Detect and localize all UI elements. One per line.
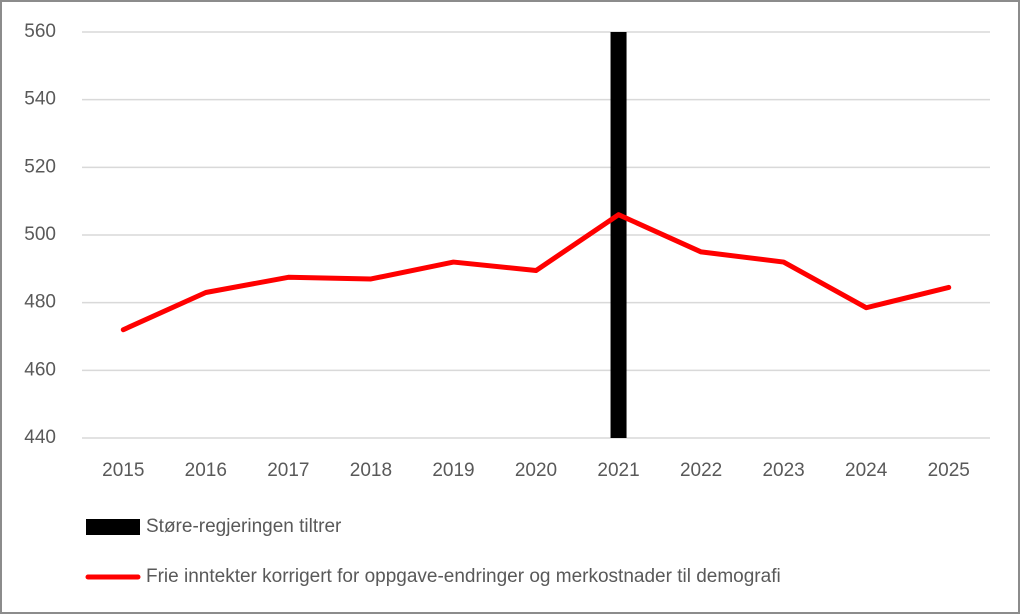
x-tick-label: 2018: [350, 460, 392, 481]
y-tick-label: 560: [24, 21, 56, 42]
x-tick-label: 2025: [928, 460, 970, 481]
x-tick-label: 2016: [185, 460, 227, 481]
x-tick-label: 2015: [102, 460, 144, 481]
x-tick-label: 2022: [680, 460, 722, 481]
x-tick-label: 2023: [762, 460, 804, 481]
x-tick-label: 2019: [432, 460, 474, 481]
y-tick-label: 520: [24, 156, 56, 177]
y-tick-label: 460: [24, 359, 56, 380]
x-tick-label: 2021: [597, 460, 639, 481]
y-tick-label: 480: [24, 292, 56, 313]
y-tick-label: 540: [24, 89, 56, 110]
legend-swatch: [86, 519, 140, 535]
line: [120, 212, 952, 333]
y-tick-label: 500: [24, 224, 56, 245]
legend-label: Frie inntekter korrigert for oppgave-end…: [146, 566, 781, 587]
legend-label: Støre-regjeringen tiltrer: [146, 516, 342, 537]
x-tick-label: 2020: [515, 460, 557, 481]
x-tick-label: 2017: [267, 460, 309, 481]
bar: [610, 32, 627, 438]
y-tick-label: 440: [24, 427, 56, 448]
x-tick-label: 2024: [845, 460, 888, 481]
